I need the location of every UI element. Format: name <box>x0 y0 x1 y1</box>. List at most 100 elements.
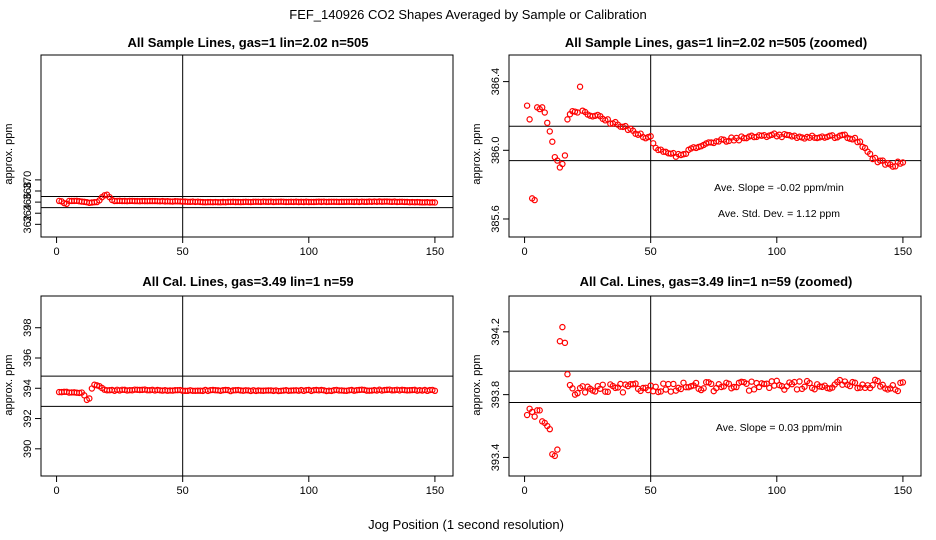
y-axis-label: approx. ppm <box>3 123 15 184</box>
data-point <box>561 339 569 347</box>
data-point <box>877 157 884 164</box>
data-point <box>591 388 599 395</box>
y-axis-label: approx. ppm <box>471 354 483 415</box>
data-point <box>748 378 755 385</box>
data-point <box>892 163 899 170</box>
data-point <box>708 380 715 388</box>
data-point <box>556 338 564 345</box>
data-point <box>700 385 707 392</box>
data-point <box>55 197 63 205</box>
panel-title: All Cal. Lines, gas=3.49 lin=1 n=59 (zoo… <box>580 274 853 289</box>
data-point <box>662 386 670 393</box>
data-point <box>554 446 561 453</box>
data-point <box>533 407 541 414</box>
data-point <box>612 384 619 392</box>
data-point <box>854 138 861 146</box>
data-point <box>793 386 801 393</box>
panel-sample-lines-zoomed: All Sample Lines, gas=1 lin=2.02 n=505 (… <box>471 35 922 258</box>
data-point <box>743 380 750 387</box>
data-point <box>874 377 881 385</box>
x-tick-label: 50 <box>645 246 657 258</box>
data-point <box>523 411 531 419</box>
y-tick-label: 368 <box>22 182 34 200</box>
x-tick-label: 50 <box>645 485 657 497</box>
y-tick-label: 385.6 <box>490 205 502 233</box>
y-axis-label: approx. ppm <box>3 354 15 415</box>
x-tick-label: 100 <box>300 485 318 497</box>
panel-title: All Sample Lines, gas=1 lin=2.02 n=505 <box>128 35 369 50</box>
data-point <box>564 116 571 123</box>
data-point <box>801 383 808 390</box>
data-point <box>723 138 730 145</box>
x-tick-label: 150 <box>426 246 444 258</box>
data-point <box>541 109 548 116</box>
data-point <box>665 380 672 388</box>
data-point <box>523 102 531 109</box>
data-point <box>718 136 725 143</box>
data-point <box>599 381 606 388</box>
x-tick-label: 50 <box>177 485 189 497</box>
data-point <box>76 389 83 397</box>
data-point <box>650 140 657 147</box>
data-point <box>569 385 576 392</box>
x-tick-label: 100 <box>768 246 786 258</box>
x-tick-label: 0 <box>54 246 60 258</box>
y-tick-label: 386.4 <box>490 68 502 96</box>
data-point <box>889 163 897 170</box>
data-point <box>652 383 659 390</box>
data-point <box>750 386 758 393</box>
y-tick-label: 392 <box>22 409 34 427</box>
data-point <box>796 378 803 385</box>
plot-frame <box>40 295 454 477</box>
data-point <box>531 196 538 204</box>
data-point <box>826 132 833 139</box>
data-point <box>806 379 813 387</box>
data-point <box>632 380 639 387</box>
y-tick-label: 390 <box>22 440 34 458</box>
y-tick-label: 370 <box>22 171 34 189</box>
panel-cal-lines-zoomed: All Cal. Lines, gas=3.49 lin=1 n=59 (zoo… <box>471 274 922 497</box>
data-point <box>851 379 859 386</box>
x-tick-label: 100 <box>768 485 786 497</box>
data-point <box>866 150 874 158</box>
x-tick-label: 0 <box>522 485 528 497</box>
data-point <box>692 379 700 387</box>
data-point <box>655 388 662 396</box>
data-point <box>431 387 439 395</box>
data-point <box>718 383 725 391</box>
data-point <box>559 160 566 168</box>
data-point <box>894 387 902 395</box>
data-point <box>660 380 667 387</box>
data-point <box>581 389 589 396</box>
data-point <box>730 383 738 391</box>
data-point <box>899 379 907 386</box>
data-point <box>831 134 839 142</box>
data-point <box>629 380 637 388</box>
y-axis-label: approx. ppm <box>471 123 483 184</box>
data-point <box>526 116 533 123</box>
data-point <box>559 323 566 331</box>
data-point <box>811 386 818 393</box>
data-point <box>639 384 647 392</box>
data-point <box>574 389 581 397</box>
annotation-slope: Ave. Slope = 0.03 ppm/min <box>716 422 842 434</box>
plot-frame <box>508 54 922 238</box>
data-point <box>86 395 93 402</box>
data-point <box>604 388 612 396</box>
y-tick-label: 366 <box>22 193 34 211</box>
data-point <box>760 380 768 388</box>
data-point <box>869 381 876 389</box>
plot-frame <box>40 54 454 238</box>
data-point <box>564 371 571 378</box>
plot-frame <box>508 295 922 477</box>
data-point <box>619 389 627 396</box>
y-tick-label: 364 <box>22 204 34 222</box>
x-tick-label: 150 <box>894 485 912 497</box>
data-point <box>745 387 753 394</box>
data-point <box>546 425 553 433</box>
data-point <box>670 380 677 388</box>
x-tick-label: 100 <box>300 246 318 258</box>
data-point <box>429 199 436 206</box>
annotation-slope: Ave. Slope = -0.02 ppm/min <box>714 182 844 194</box>
x-tick-label: 50 <box>177 246 189 258</box>
